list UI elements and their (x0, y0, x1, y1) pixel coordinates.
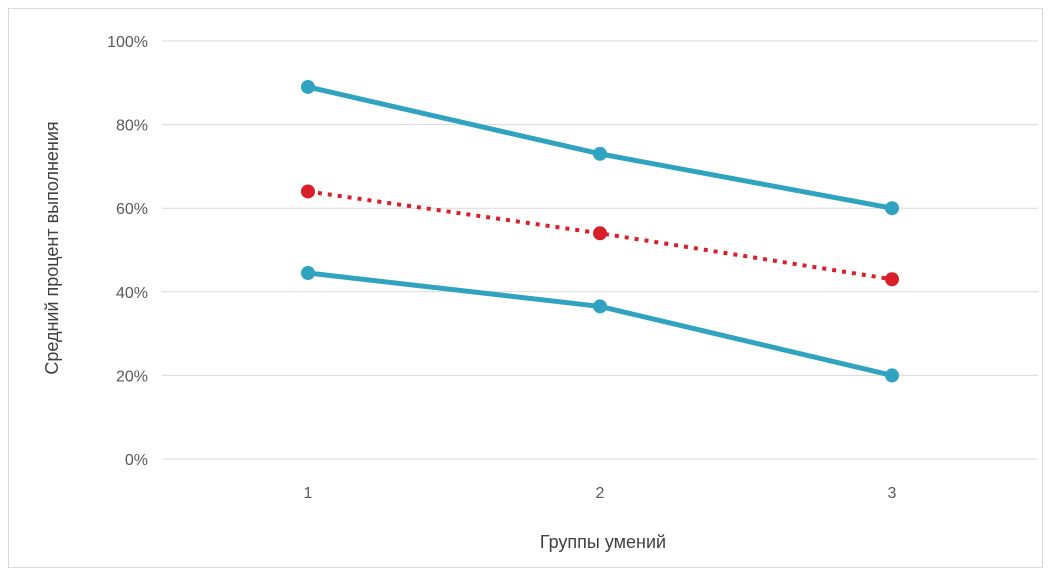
data-point (301, 184, 315, 199)
series-group (301, 79, 899, 383)
x-axis-title: Группы умений (540, 532, 666, 552)
series-3 (301, 265, 899, 383)
x-tick-label: 1 (304, 485, 313, 502)
data-point (885, 272, 899, 287)
chart-area (8, 8, 1043, 568)
data-point (593, 226, 607, 241)
series-line (305, 270, 895, 378)
x-axis-ticks: 1 2 3 (304, 485, 897, 502)
y-axis-title: Средний процент выполнения (42, 121, 62, 374)
x-tick-label: 3 (888, 485, 897, 502)
data-point (301, 79, 315, 94)
data-point (593, 146, 607, 161)
y-tick-label: 40% (116, 285, 148, 302)
y-tick-label: 20% (116, 368, 148, 385)
data-point (593, 299, 607, 314)
y-tick-label: 100% (107, 34, 148, 51)
series-1 (301, 79, 899, 216)
data-point (885, 368, 899, 383)
x-tick-label: 2 (596, 485, 605, 502)
y-tick-label: 80% (116, 118, 148, 135)
data-point (301, 265, 315, 280)
y-axis-ticks: 0% 20% 40% 60% 80% 100% (107, 34, 148, 469)
gridlines (162, 40, 1038, 460)
y-tick-label: 60% (116, 201, 148, 218)
series-2 (301, 184, 899, 287)
y-tick-label: 0% (125, 452, 148, 469)
series-line (307, 189, 893, 282)
data-point (885, 201, 899, 216)
